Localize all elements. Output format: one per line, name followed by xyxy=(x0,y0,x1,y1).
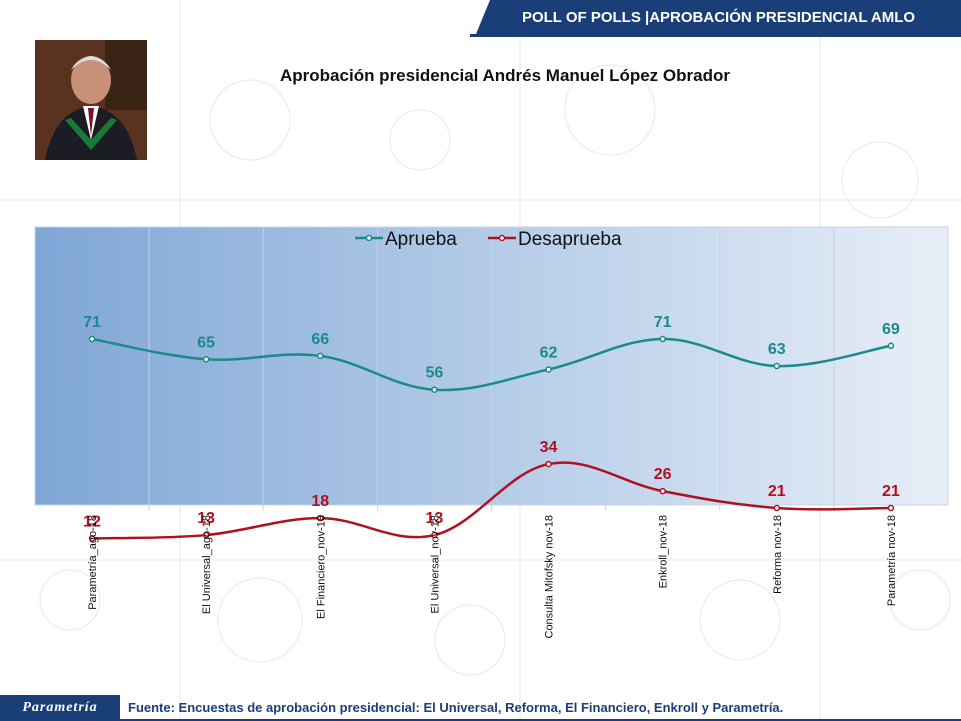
chart-title: Aprobación presidencial Andrés Manuel Ló… xyxy=(280,66,730,85)
data-point-desaprueba xyxy=(431,531,438,539)
data-label-desaprueba: 21 xyxy=(882,483,900,500)
x-tick-label: Parametría nov-18 xyxy=(886,515,898,606)
x-tick-label: El Financiero_nov-18 xyxy=(315,515,327,619)
line-chart: Aprueba Desaprueba 71 65 66 56 62 71 63 69 12 13 18… xyxy=(34,226,949,639)
data-point-aprueba xyxy=(773,362,781,370)
data-label-desaprueba: 34 xyxy=(540,439,558,456)
data-label-aprueba: 71 xyxy=(83,314,101,331)
series-line-aprueba xyxy=(91,337,892,392)
data-label-aprueba: 69 xyxy=(882,321,900,338)
data-label-desaprueba: 13 xyxy=(426,510,444,527)
data-label-aprueba: 62 xyxy=(540,344,558,361)
source-note: Fuente: Encuestas de aprobación presiden… xyxy=(128,700,784,715)
data-point-aprueba xyxy=(431,386,438,393)
x-tick-label: Consulta Mitofsky nov-18 xyxy=(544,515,556,639)
data-label-aprueba: 66 xyxy=(311,331,329,348)
data-label-desaprueba: 13 xyxy=(197,510,215,527)
portrait-image xyxy=(35,40,147,160)
data-label-aprueba: 71 xyxy=(654,314,672,331)
legend-marker-0 xyxy=(365,234,373,242)
header-line xyxy=(470,34,961,37)
president-photo xyxy=(35,40,147,160)
data-point-desaprueba xyxy=(317,514,324,522)
data-label-desaprueba: 26 xyxy=(654,466,672,483)
data-point-desaprueba xyxy=(773,504,781,512)
x-tick-label: Enkroll_nov-18 xyxy=(658,515,670,588)
data-point-aprueba xyxy=(88,335,96,343)
footer-line xyxy=(120,719,961,721)
data-label-aprueba: 56 xyxy=(426,365,444,382)
logo-text: Parametría xyxy=(22,700,98,715)
parametria-logo: Parametría xyxy=(0,695,120,721)
data-point-desaprueba xyxy=(545,460,552,468)
x-tick-label: Parametría_ago-18 xyxy=(87,515,99,610)
header-bar: POLL OF POLLS |APROBACIÓN PRESIDENCIAL A… xyxy=(476,0,961,34)
data-point-aprueba xyxy=(202,356,210,363)
x-tick-label: El Universal_ago-18 xyxy=(201,515,213,614)
series-line-desaprueba xyxy=(92,461,891,540)
data-label-aprueba: 65 xyxy=(197,334,215,351)
data-point-desaprueba xyxy=(659,487,666,495)
data-label-desaprueba: 21 xyxy=(768,483,786,500)
x-tick-label: El Universal_nov-18 xyxy=(429,515,441,613)
data-point-aprueba xyxy=(659,335,666,343)
legend-label-0: Aprueba xyxy=(385,229,457,250)
data-label-aprueba: 63 xyxy=(768,341,786,358)
data-point-desaprueba xyxy=(88,535,96,542)
data-point-desaprueba xyxy=(202,531,210,539)
data-point-aprueba xyxy=(887,342,895,350)
data-label-desaprueba: 12 xyxy=(83,513,101,530)
data-point-desaprueba xyxy=(887,504,895,512)
header-title: POLL OF POLLS |APROBACIÓN PRESIDENCIAL A… xyxy=(521,8,916,26)
x-tick-label: Reforma nov-18 xyxy=(772,515,784,594)
data-point-aprueba xyxy=(545,366,552,373)
data-label-desaprueba: 18 xyxy=(311,493,329,510)
legend-marker-1 xyxy=(498,234,506,242)
legend-label-1: Desaprueba xyxy=(518,229,622,250)
data-point-aprueba xyxy=(317,352,324,360)
